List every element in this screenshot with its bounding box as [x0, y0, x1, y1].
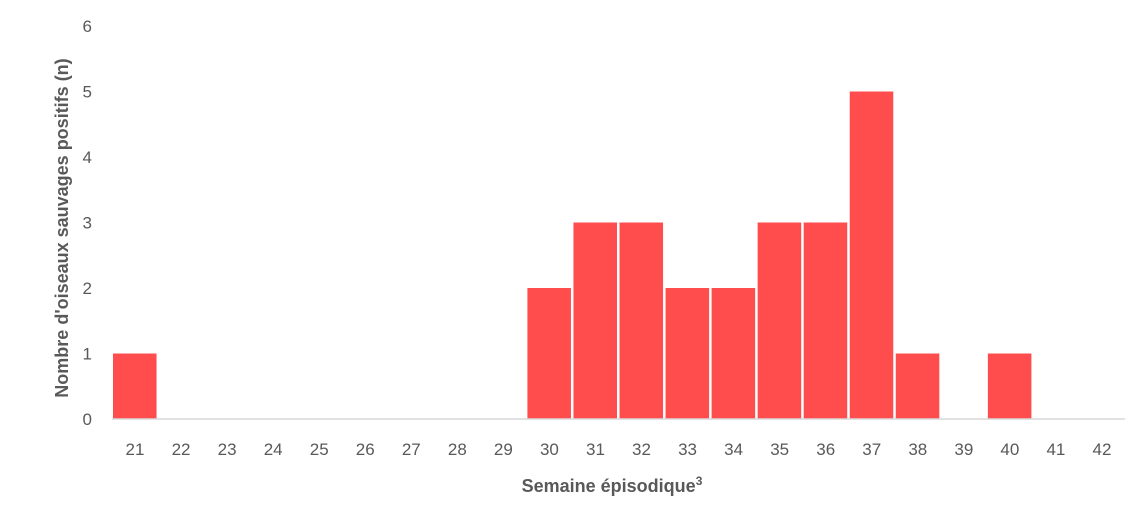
y-tick-label: 4 [83, 148, 92, 167]
bar-week-32 [619, 222, 664, 419]
y-tick-label: 3 [83, 214, 92, 233]
y-tick-label: 0 [83, 410, 92, 429]
y-axis-label: Nombre d'oiseaux sauvages positifs (n) [52, 58, 72, 397]
bar-week-40 [987, 353, 1032, 419]
x-tick-label: 21 [126, 440, 145, 459]
y-tick-label: 6 [83, 17, 92, 36]
x-axis-label: Semaine épisodique3 [522, 474, 703, 496]
x-tick-label: 40 [1000, 440, 1019, 459]
y-tick-label: 2 [83, 279, 92, 298]
x-tick-label: 26 [356, 440, 375, 459]
x-tick-label: 37 [862, 440, 881, 459]
bar-week-21 [113, 353, 157, 419]
x-tick-label: 36 [816, 440, 835, 459]
bar-week-31 [573, 222, 617, 419]
x-tick-label: 29 [494, 440, 513, 459]
bar-week-35 [757, 222, 802, 419]
x-tick-label: 35 [770, 440, 789, 459]
x-tick-label: 41 [1046, 440, 1065, 459]
bar-week-33 [665, 288, 710, 419]
bar-week-37 [849, 91, 894, 419]
bar-week-30 [527, 288, 571, 419]
bar-week-34 [711, 288, 756, 419]
x-tick-label: 32 [632, 440, 651, 459]
bar-week-36 [803, 222, 848, 419]
bar-week-38 [895, 353, 940, 419]
x-tick-label: 39 [954, 440, 973, 459]
x-tick-label: 24 [264, 440, 283, 459]
x-tick-label: 33 [678, 440, 697, 459]
x-tick-label: 31 [586, 440, 605, 459]
x-tick-label: 27 [402, 440, 421, 459]
x-tick-label: 42 [1093, 440, 1112, 459]
y-tick-label: 1 [83, 345, 92, 364]
x-tick-label: 30 [540, 440, 559, 459]
x-axis-label-text: Semaine épisodique [522, 476, 696, 496]
x-tick-label: 38 [908, 440, 927, 459]
x-tick-label: 23 [218, 440, 237, 459]
x-tick-label: 28 [448, 440, 467, 459]
x-tick-label: 25 [310, 440, 329, 459]
x-tick-label: 34 [724, 440, 743, 459]
x-axis-label-superscript: 3 [696, 474, 703, 488]
y-tick-label: 5 [83, 83, 92, 102]
x-tick-label: 22 [172, 440, 191, 459]
